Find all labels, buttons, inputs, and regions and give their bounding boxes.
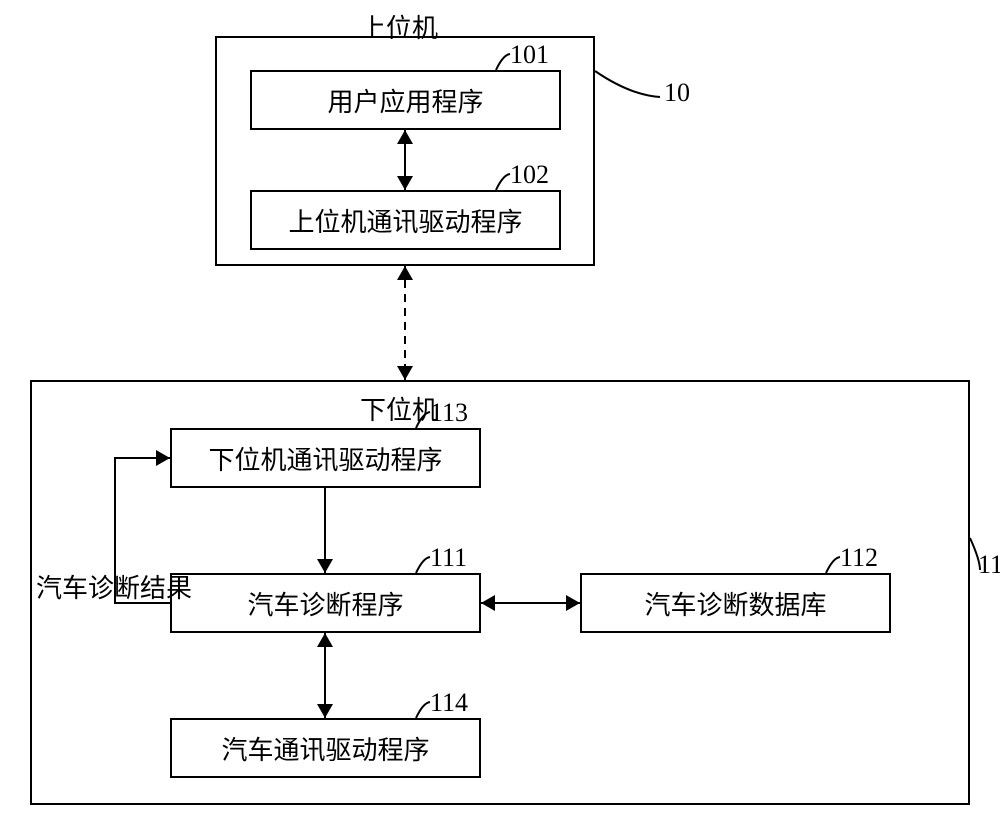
num-102: 102 — [510, 160, 549, 190]
box-101: 用户应用程序 — [250, 70, 561, 130]
lower-title: 下位机 — [360, 390, 438, 427]
diagram-canvas: 上位机用户应用程序101上位机通讯驱动程序10210下位机下位机通讯驱动程序11… — [0, 0, 1000, 821]
num-10: 10 — [664, 78, 690, 108]
num-11: 11 — [978, 550, 1000, 580]
num-101: 101 — [510, 40, 549, 70]
feedback-label: 汽车诊断结果 — [36, 568, 192, 605]
box-114: 汽车通讯驱动程序 — [170, 718, 481, 778]
num-111: 111 — [430, 543, 467, 573]
num-113: 113 — [430, 398, 468, 428]
box-111: 汽车诊断程序 — [170, 573, 481, 633]
box-102: 上位机通讯驱动程序 — [250, 190, 561, 250]
box-112: 汽车诊断数据库 — [580, 573, 891, 633]
num-112: 112 — [840, 543, 878, 573]
box-113: 下位机通讯驱动程序 — [170, 428, 481, 488]
upper-title: 上位机 — [360, 8, 438, 45]
num-114: 114 — [430, 688, 468, 718]
